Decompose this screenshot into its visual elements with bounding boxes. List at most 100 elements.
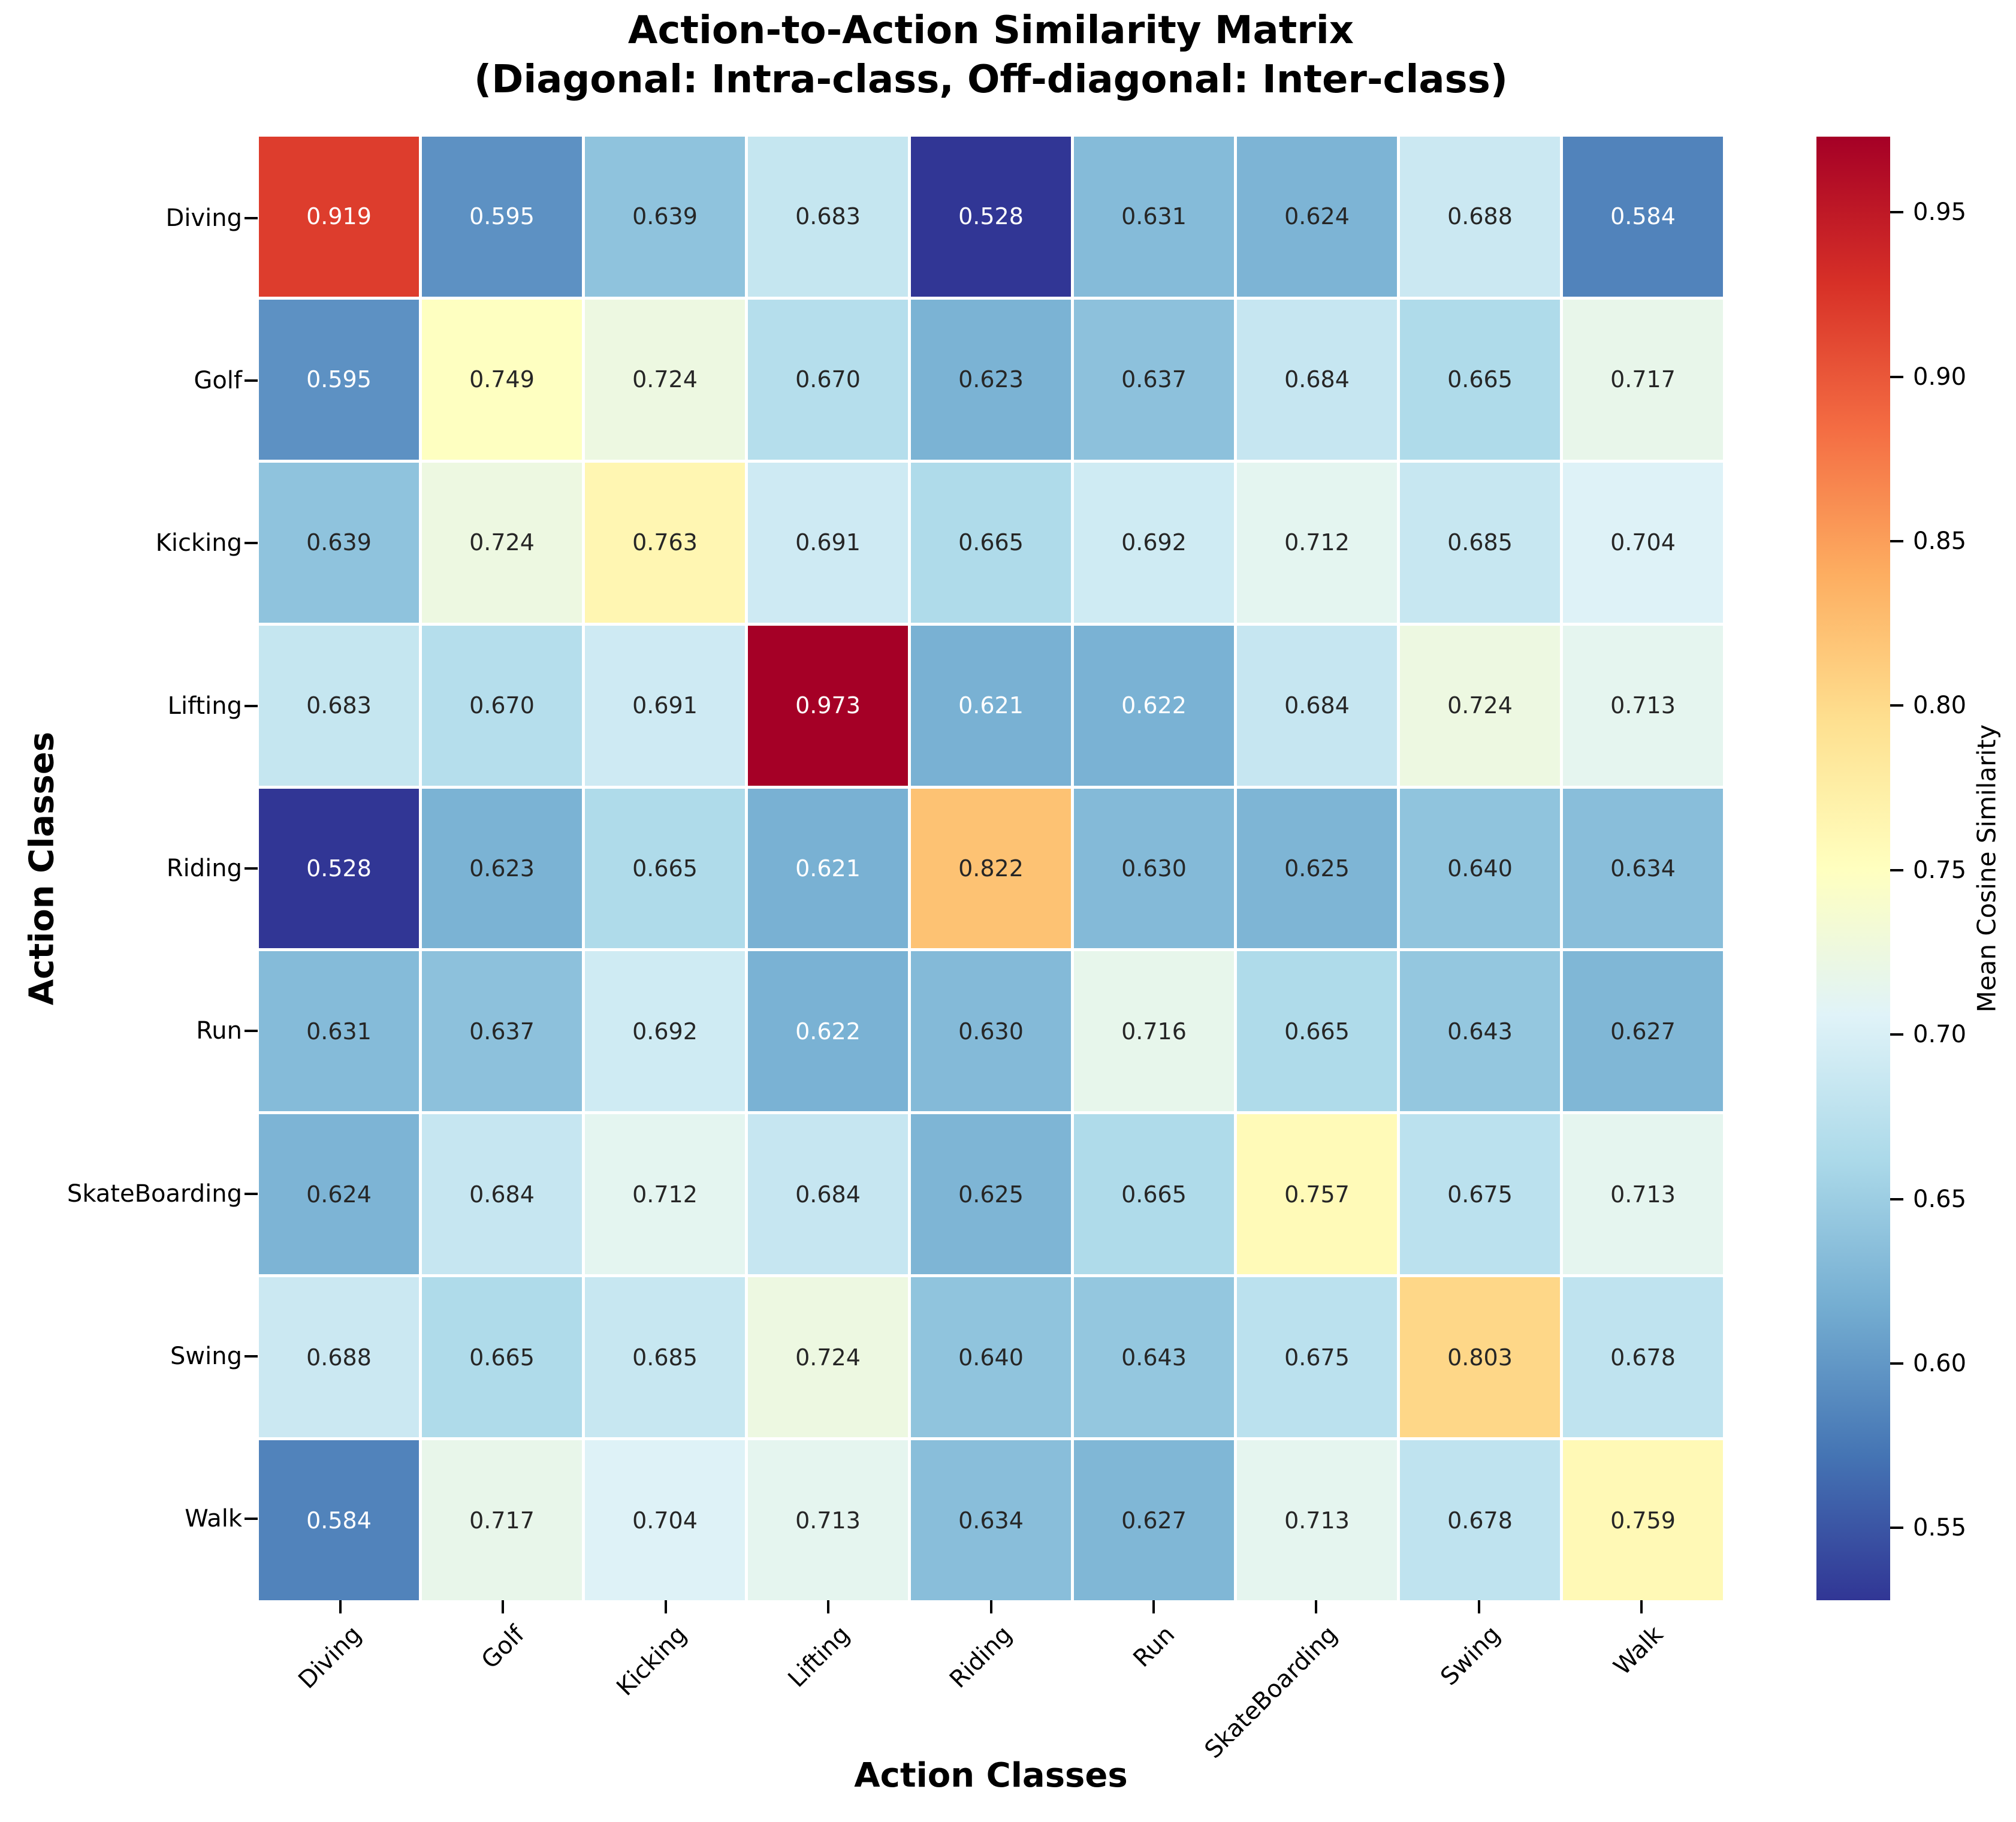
x-tick-label: Lifting <box>783 1621 855 1693</box>
heatmap-cell: 0.757 <box>1237 1114 1397 1275</box>
y-tick-mark <box>245 1518 258 1521</box>
heatmap-cell: 0.670 <box>422 625 582 786</box>
x-tick-label: SkateBoarding <box>1199 1621 1343 1764</box>
colorbar-label: Mean Cosine Similarity <box>1972 724 2002 1013</box>
heatmap-cell: 0.625 <box>911 1114 1071 1275</box>
heatmap-cell: 0.665 <box>1400 299 1560 460</box>
heatmap-cell: 0.639 <box>585 137 745 297</box>
x-tick-label: Walk <box>1608 1621 1668 1681</box>
colorbar-tick-label: 0.95 <box>1913 198 1967 227</box>
heatmap-cell: 0.621 <box>748 788 908 949</box>
heatmap-cell: 0.639 <box>259 462 419 623</box>
y-tick-mark <box>245 379 258 382</box>
x-tick-label: Riding <box>944 1621 1018 1694</box>
heatmap-cell: 0.637 <box>1074 299 1234 460</box>
heatmap-cell: 0.688 <box>1400 137 1560 297</box>
y-tick-label: Diving <box>165 204 242 232</box>
y-tick-label: Riding <box>166 854 242 882</box>
y-tick-mark <box>245 542 258 545</box>
y-tick-label: Run <box>196 1017 242 1045</box>
heatmap-cell: 0.724 <box>422 462 582 623</box>
colorbar-tick-mark <box>1890 868 1903 871</box>
heatmap-cell: 0.684 <box>1237 625 1397 786</box>
heatmap-cell: 0.665 <box>1074 1114 1234 1275</box>
colorbar-tick-label: 0.85 <box>1913 527 1967 555</box>
colorbar-tick-label: 0.60 <box>1913 1349 1967 1377</box>
heatmap-cell: 0.713 <box>1563 625 1723 786</box>
x-tick-mark <box>664 1600 667 1613</box>
colorbar-tick-label: 0.90 <box>1913 363 1967 391</box>
colorbar-tick-mark <box>1890 375 1903 378</box>
heatmap-cell: 0.634 <box>911 1440 1071 1600</box>
heatmap-cell: 0.919 <box>259 137 419 297</box>
heatmap-cell: 0.688 <box>259 1277 419 1438</box>
heatmap-cell: 0.623 <box>422 788 582 949</box>
heatmap-cell: 0.622 <box>748 951 908 1112</box>
heatmap-cell: 0.624 <box>1237 137 1397 297</box>
x-tick-label: Swing <box>1435 1621 1506 1691</box>
x-tick-mark <box>339 1600 342 1613</box>
heatmap-cell: 0.637 <box>422 951 582 1112</box>
colorbar <box>1816 137 1890 1600</box>
y-tick-label: SkateBoarding <box>67 1180 242 1208</box>
heatmap-cell: 0.759 <box>1563 1440 1723 1600</box>
heatmap-cell: 0.640 <box>911 1277 1071 1438</box>
x-tick-label: Run <box>1128 1621 1181 1673</box>
heatmap-cell: 0.678 <box>1563 1277 1723 1438</box>
heatmap-cell: 0.716 <box>1074 951 1234 1112</box>
heatmap-cell: 0.675 <box>1400 1114 1560 1275</box>
y-tick-label: Kicking <box>155 529 242 557</box>
heatmap-cell: 0.631 <box>1074 137 1234 297</box>
heatmap-cell: 0.528 <box>911 137 1071 297</box>
heatmap-cell: 0.684 <box>748 1114 908 1275</box>
heatmap-cell: 0.712 <box>585 1114 745 1275</box>
colorbar-tick-label: 0.65 <box>1913 1185 1967 1213</box>
heatmap-cell: 0.640 <box>1400 788 1560 949</box>
heatmap-cell: 0.675 <box>1237 1277 1397 1438</box>
colorbar-tick-mark <box>1890 1527 1903 1530</box>
heatmap-cell: 0.692 <box>585 951 745 1112</box>
y-tick-label: Swing <box>170 1342 242 1370</box>
heatmap-cell: 0.584 <box>259 1440 419 1600</box>
heatmap-cell: 0.631 <box>259 951 419 1112</box>
y-tick-mark <box>245 1355 258 1358</box>
heatmap-cell: 0.624 <box>259 1114 419 1275</box>
heatmap-cell: 0.685 <box>1400 462 1560 623</box>
x-tick-mark <box>827 1600 830 1613</box>
x-tick-mark <box>1640 1600 1643 1613</box>
y-tick-label: Walk <box>185 1505 242 1533</box>
x-tick-label: Kicking <box>611 1621 693 1702</box>
x-tick-label: Diving <box>293 1621 367 1694</box>
heatmap-cell: 0.691 <box>748 462 908 623</box>
heatmap-cell: 0.643 <box>1400 951 1560 1112</box>
heatmap-cell: 0.692 <box>1074 462 1234 623</box>
heatmap-cell: 0.704 <box>585 1440 745 1600</box>
heatmap-cell: 0.678 <box>1400 1440 1560 1600</box>
colorbar-tick-mark <box>1890 1362 1903 1365</box>
heatmap-cell: 0.665 <box>585 788 745 949</box>
heatmap-cell: 0.712 <box>1237 462 1397 623</box>
heatmap-cell: 0.713 <box>1563 1114 1723 1275</box>
colorbar-tick-mark <box>1890 539 1903 542</box>
heatmap-cell: 0.717 <box>422 1440 582 1600</box>
heatmap-cell: 0.621 <box>911 625 1071 786</box>
heatmap-cell: 0.595 <box>259 299 419 460</box>
heatmap-cell: 0.704 <box>1563 462 1723 623</box>
colorbar-tick-label: 0.70 <box>1913 1021 1967 1049</box>
heatmap-cell: 0.683 <box>748 137 908 297</box>
y-tick-label: Golf <box>194 366 242 394</box>
heatmap-cell: 0.684 <box>422 1114 582 1275</box>
colorbar-tick-mark <box>1890 1197 1903 1200</box>
heatmap-cell: 0.622 <box>1074 625 1234 786</box>
colorbar-tick-label: 0.75 <box>1913 856 1967 884</box>
colorbar-tick-mark <box>1890 211 1903 214</box>
heatmap-cell: 0.630 <box>911 951 1071 1112</box>
chart-title: Action-to-Action Similarity Matrix (Diag… <box>259 6 1723 104</box>
heatmap: 0.919 0.595 0.639 0.683 0.528 0.631 0.624 0.688… <box>259 137 1723 1600</box>
heatmap-cell: 0.685 <box>585 1277 745 1438</box>
y-tick-mark <box>245 704 258 707</box>
colorbar-tick-label: 0.80 <box>1913 692 1967 720</box>
y-tick-mark <box>245 216 258 219</box>
heatmap-cell: 0.627 <box>1074 1440 1234 1600</box>
